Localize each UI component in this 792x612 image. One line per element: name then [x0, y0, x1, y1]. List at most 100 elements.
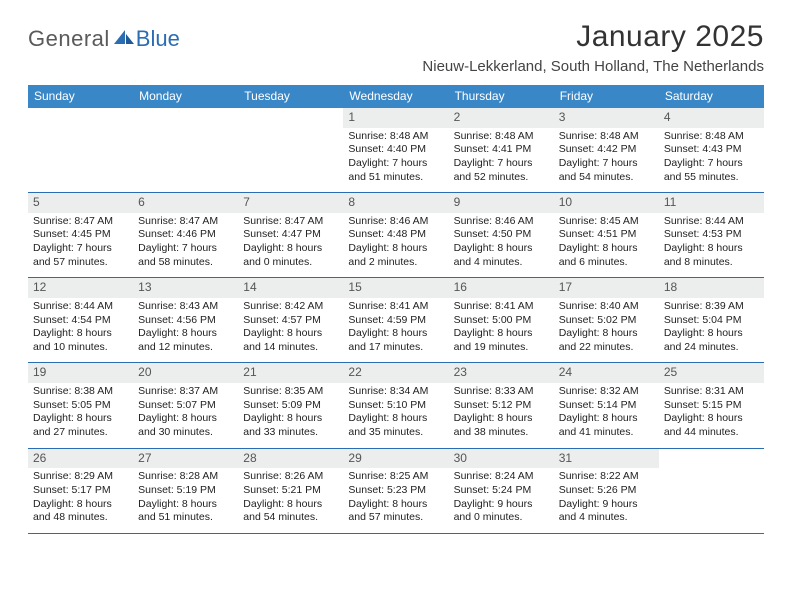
daylight2-text: and 24 minutes. [664, 341, 759, 355]
day-number: 6 [133, 193, 238, 213]
day-cell: 8Sunrise: 8:46 AMSunset: 4:48 PMDaylight… [343, 193, 448, 277]
day-cell: 13Sunrise: 8:43 AMSunset: 4:56 PMDayligh… [133, 278, 238, 362]
daylight1-text: Daylight: 8 hours [243, 498, 338, 512]
day-number: 10 [554, 193, 659, 213]
day-body: Sunrise: 8:25 AMSunset: 5:23 PMDaylight:… [343, 468, 448, 533]
daylight1-text: Daylight: 7 hours [454, 157, 549, 171]
day-number: 30 [449, 449, 554, 469]
day-body [238, 128, 343, 182]
day-number: 22 [343, 363, 448, 383]
sunset-text: Sunset: 5:12 PM [454, 399, 549, 413]
day-number: 27 [133, 449, 238, 469]
day-number: 21 [238, 363, 343, 383]
daylight1-text: Daylight: 8 hours [243, 412, 338, 426]
daylight2-text: and 35 minutes. [348, 426, 443, 440]
day-cell: 20Sunrise: 8:37 AMSunset: 5:07 PMDayligh… [133, 363, 238, 447]
day-number: 8 [343, 193, 448, 213]
daylight1-text: Daylight: 8 hours [559, 327, 654, 341]
sunset-text: Sunset: 5:00 PM [454, 314, 549, 328]
daylight1-text: Daylight: 8 hours [33, 327, 128, 341]
weeks-container: 1Sunrise: 8:48 AMSunset: 4:40 PMDaylight… [28, 108, 764, 534]
day-number: 4 [659, 108, 764, 128]
day-number: 2 [449, 108, 554, 128]
sunrise-text: Sunrise: 8:22 AM [559, 470, 654, 484]
day-cell: 18Sunrise: 8:39 AMSunset: 5:04 PMDayligh… [659, 278, 764, 362]
sail-icon [112, 28, 136, 46]
day-body: Sunrise: 8:46 AMSunset: 4:48 PMDaylight:… [343, 213, 448, 278]
day-body: Sunrise: 8:48 AMSunset: 4:41 PMDaylight:… [449, 128, 554, 193]
daylight1-text: Daylight: 8 hours [559, 242, 654, 256]
day-body: Sunrise: 8:31 AMSunset: 5:15 PMDaylight:… [659, 383, 764, 448]
day-body: Sunrise: 8:48 AMSunset: 4:42 PMDaylight:… [554, 128, 659, 193]
day-body: Sunrise: 8:24 AMSunset: 5:24 PMDaylight:… [449, 468, 554, 533]
day-number: 24 [554, 363, 659, 383]
sunset-text: Sunset: 4:40 PM [348, 143, 443, 157]
daylight2-text: and 51 minutes. [348, 171, 443, 185]
day-cell: 4Sunrise: 8:48 AMSunset: 4:43 PMDaylight… [659, 108, 764, 192]
daylight2-text: and 57 minutes. [33, 256, 128, 270]
day-body: Sunrise: 8:26 AMSunset: 5:21 PMDaylight:… [238, 468, 343, 533]
day-cell: 25Sunrise: 8:31 AMSunset: 5:15 PMDayligh… [659, 363, 764, 447]
daylight2-text: and 12 minutes. [138, 341, 233, 355]
daylight1-text: Daylight: 7 hours [664, 157, 759, 171]
daylight2-text: and 48 minutes. [33, 511, 128, 525]
day-cell: 28Sunrise: 8:26 AMSunset: 5:21 PMDayligh… [238, 449, 343, 533]
daylight2-text: and 54 minutes. [559, 171, 654, 185]
daylight2-text: and 22 minutes. [559, 341, 654, 355]
day-cell: 31Sunrise: 8:22 AMSunset: 5:26 PMDayligh… [554, 449, 659, 533]
daylight1-text: Daylight: 9 hours [454, 498, 549, 512]
sunrise-text: Sunrise: 8:32 AM [559, 385, 654, 399]
week-row: 19Sunrise: 8:38 AMSunset: 5:05 PMDayligh… [28, 363, 764, 448]
day-cell [133, 108, 238, 192]
day-cell: 23Sunrise: 8:33 AMSunset: 5:12 PMDayligh… [449, 363, 554, 447]
day-body: Sunrise: 8:37 AMSunset: 5:07 PMDaylight:… [133, 383, 238, 448]
daylight2-text: and 2 minutes. [348, 256, 443, 270]
day-number: 5 [28, 193, 133, 213]
daylight2-text: and 6 minutes. [559, 256, 654, 270]
daylight2-text: and 44 minutes. [664, 426, 759, 440]
daylight1-text: Daylight: 8 hours [664, 412, 759, 426]
daylight1-text: Daylight: 9 hours [559, 498, 654, 512]
daylight1-text: Daylight: 8 hours [348, 242, 443, 256]
daylight2-text: and 41 minutes. [559, 426, 654, 440]
day-cell: 16Sunrise: 8:41 AMSunset: 5:00 PMDayligh… [449, 278, 554, 362]
day-cell [28, 108, 133, 192]
day-number: 1 [343, 108, 448, 128]
day-number: 28 [238, 449, 343, 469]
day-cell: 1Sunrise: 8:48 AMSunset: 4:40 PMDaylight… [343, 108, 448, 192]
day-number: 17 [554, 278, 659, 298]
day-body: Sunrise: 8:46 AMSunset: 4:50 PMDaylight:… [449, 213, 554, 278]
brand-logo: General Blue [28, 20, 180, 52]
sunset-text: Sunset: 5:24 PM [454, 484, 549, 498]
day-body: Sunrise: 8:48 AMSunset: 4:40 PMDaylight:… [343, 128, 448, 193]
sunset-text: Sunset: 4:42 PM [559, 143, 654, 157]
day-cell: 11Sunrise: 8:44 AMSunset: 4:53 PMDayligh… [659, 193, 764, 277]
sunset-text: Sunset: 4:41 PM [454, 143, 549, 157]
day-cell: 5Sunrise: 8:47 AMSunset: 4:45 PMDaylight… [28, 193, 133, 277]
sunrise-text: Sunrise: 8:24 AM [454, 470, 549, 484]
day-body: Sunrise: 8:22 AMSunset: 5:26 PMDaylight:… [554, 468, 659, 533]
daylight1-text: Daylight: 8 hours [664, 242, 759, 256]
day-cell [659, 449, 764, 533]
sunrise-text: Sunrise: 8:47 AM [138, 215, 233, 229]
sunset-text: Sunset: 5:21 PM [243, 484, 338, 498]
sunrise-text: Sunrise: 8:45 AM [559, 215, 654, 229]
day-cell: 10Sunrise: 8:45 AMSunset: 4:51 PMDayligh… [554, 193, 659, 277]
sunset-text: Sunset: 5:14 PM [559, 399, 654, 413]
daylight2-text: and 4 minutes. [454, 256, 549, 270]
sunrise-text: Sunrise: 8:44 AM [33, 300, 128, 314]
sunrise-text: Sunrise: 8:33 AM [454, 385, 549, 399]
day-cell: 27Sunrise: 8:28 AMSunset: 5:19 PMDayligh… [133, 449, 238, 533]
sunrise-text: Sunrise: 8:29 AM [33, 470, 128, 484]
week-row: 1Sunrise: 8:48 AMSunset: 4:40 PMDaylight… [28, 108, 764, 193]
day-cell: 30Sunrise: 8:24 AMSunset: 5:24 PMDayligh… [449, 449, 554, 533]
day-body: Sunrise: 8:47 AMSunset: 4:47 PMDaylight:… [238, 213, 343, 278]
sunset-text: Sunset: 5:02 PM [559, 314, 654, 328]
day-number [659, 449, 764, 469]
daylight2-text: and 52 minutes. [454, 171, 549, 185]
day-body [28, 128, 133, 182]
day-cell: 29Sunrise: 8:25 AMSunset: 5:23 PMDayligh… [343, 449, 448, 533]
daylight2-text: and 8 minutes. [664, 256, 759, 270]
daylight2-text: and 19 minutes. [454, 341, 549, 355]
day-number [28, 108, 133, 128]
